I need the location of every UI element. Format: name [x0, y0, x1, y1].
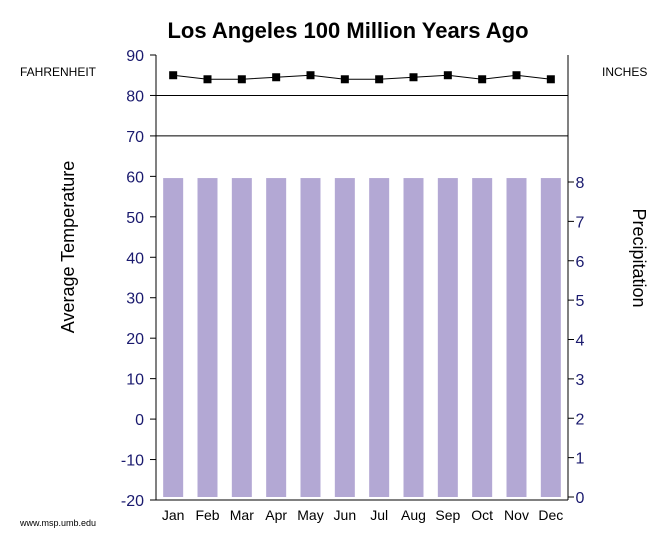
- precip-bar: [163, 178, 184, 497]
- left-tick-label: 10: [126, 372, 144, 389]
- temperature-point: [375, 75, 384, 84]
- right-unit-label: INCHES: [602, 65, 647, 79]
- left-tick-label: 30: [126, 291, 144, 308]
- left-tick-label: 40: [126, 250, 144, 267]
- temperature-point: [203, 75, 212, 84]
- right-axis-title: Precipitation: [629, 208, 649, 307]
- x-tick-label: Dec: [538, 507, 563, 523]
- right-tick-label: 6: [576, 254, 585, 271]
- temperature-point: [237, 75, 246, 84]
- x-tick-label: May: [297, 507, 323, 523]
- x-tick-label: Oct: [471, 507, 493, 523]
- x-tick-label: Apr: [265, 507, 287, 523]
- left-tick-label: 90: [126, 48, 144, 65]
- precip-bar: [231, 178, 252, 497]
- left-tick-label: 80: [126, 88, 144, 105]
- right-tick-label: 3: [576, 372, 585, 389]
- temperature-line: [173, 74, 551, 80]
- precip-bar: [197, 178, 218, 497]
- x-tick-label: Jul: [370, 507, 388, 523]
- temperature-point: [546, 75, 555, 84]
- x-tick-label: Aug: [401, 507, 426, 523]
- x-tick-label: Jan: [162, 507, 185, 523]
- precip-bar: [334, 178, 355, 497]
- temperature-point: [272, 73, 281, 82]
- x-tick-label: Sep: [435, 507, 460, 523]
- right-tick-label: 2: [576, 411, 585, 428]
- precip-bar: [506, 178, 527, 497]
- left-axis-title: Average Temperature: [58, 161, 78, 333]
- left-tick-label: -10: [121, 453, 144, 470]
- precip-bar: [369, 178, 390, 497]
- precip-bar: [403, 178, 424, 497]
- x-tick-label: Nov: [504, 507, 529, 523]
- left-tick-label: 20: [126, 331, 144, 348]
- x-tick-label: Mar: [230, 507, 254, 523]
- precip-bar: [540, 178, 561, 497]
- x-tick-label: Jun: [334, 507, 357, 523]
- temperature-point: [478, 75, 487, 84]
- temperature-point: [512, 71, 521, 80]
- right-tick-label: 5: [576, 293, 585, 310]
- precip-bar: [437, 178, 458, 497]
- right-tick-label: 1: [576, 451, 585, 468]
- right-tick-label: 0: [576, 490, 585, 507]
- temperature-point: [306, 71, 315, 80]
- credit-text: www.msp.umb.edu: [19, 518, 96, 528]
- left-tick-label: -20: [121, 493, 144, 510]
- right-tick-label: 8: [576, 175, 585, 192]
- precip-bar: [300, 178, 321, 497]
- left-tick-label: 50: [126, 210, 144, 227]
- left-tick-label: 60: [126, 169, 144, 186]
- precip-bar: [266, 178, 287, 497]
- temperature-point: [340, 75, 349, 84]
- right-tick-label: 4: [576, 333, 585, 350]
- right-tick-label: 7: [576, 214, 585, 231]
- left-unit-label: FAHRENHEIT: [20, 65, 97, 79]
- temperature-point: [169, 71, 178, 80]
- temperature-point: [409, 73, 418, 82]
- x-tick-label: Feb: [195, 507, 219, 523]
- left-tick-label: 70: [126, 129, 144, 146]
- chart-title: Los Angeles 100 Million Years Ago: [167, 18, 528, 43]
- left-tick-label: 0: [135, 412, 144, 429]
- temperature-point: [443, 71, 452, 80]
- precip-bar: [472, 178, 493, 497]
